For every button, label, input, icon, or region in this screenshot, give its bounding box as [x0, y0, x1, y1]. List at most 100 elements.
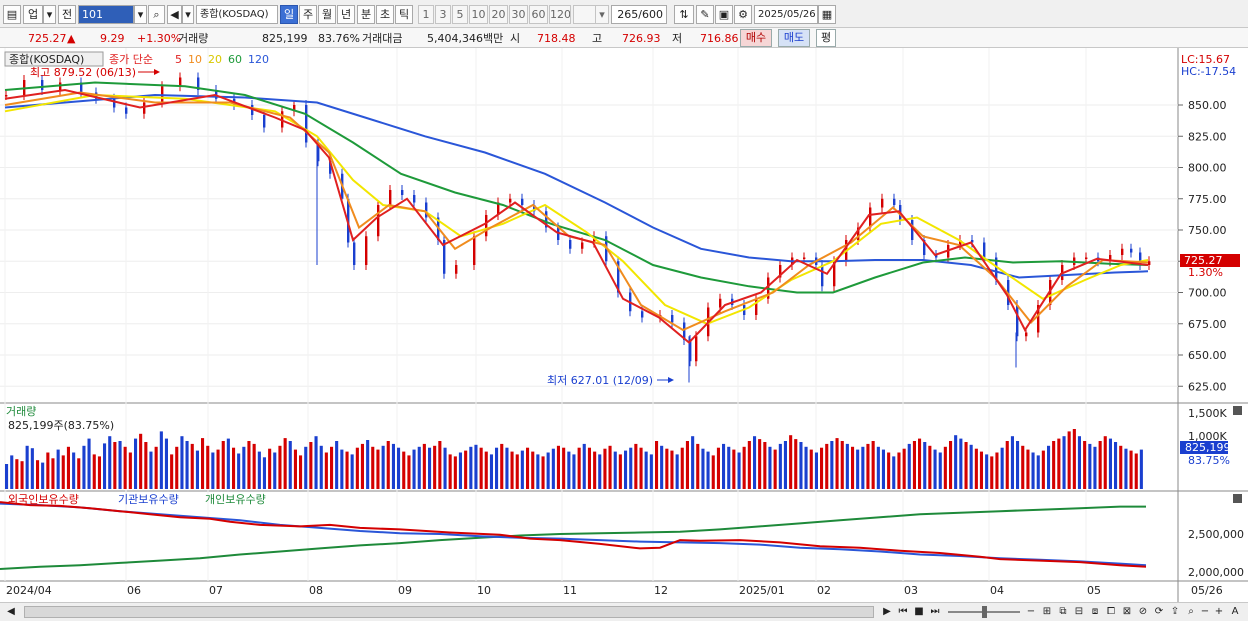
buy-button[interactable]: 매수	[740, 29, 772, 47]
date-field[interactable]: 2025/05/26	[754, 5, 818, 24]
volume-bar	[1062, 436, 1066, 489]
candle-body	[833, 261, 836, 287]
interval-20[interactable]: 20	[489, 5, 508, 24]
volume-bar	[330, 446, 334, 489]
code-input[interactable]: 101	[78, 5, 134, 24]
volume-tick-1000k: 1,000K	[1188, 430, 1227, 443]
open-value: 718.48	[537, 32, 576, 45]
volume-bar	[783, 441, 787, 489]
candle-body	[293, 105, 296, 112]
candle-body	[401, 190, 404, 195]
draw-tool-icon[interactable]: ✎	[696, 5, 714, 24]
scroll-left-icon[interactable]: ◀	[7, 606, 15, 617]
save-icon[interactable]: ▣	[715, 5, 733, 24]
y-tick-label-1: 825.00	[1188, 130, 1227, 143]
candle-body	[509, 198, 512, 203]
volume-bar	[902, 448, 906, 489]
interval-3[interactable]: 3	[435, 5, 451, 24]
volume-bar	[634, 443, 638, 489]
pattern-icon[interactable]: ⧠	[1107, 606, 1115, 617]
minus-icon[interactable]: −	[1200, 606, 1210, 617]
last-price-tag	[1180, 254, 1240, 267]
zoom-out-icon[interactable]: −	[1026, 606, 1036, 617]
ma5-label: 5	[175, 53, 182, 66]
period-minute-tab[interactable]: 분	[357, 5, 375, 24]
evaluate-button[interactable]: 평	[816, 29, 836, 47]
candle-body	[869, 207, 872, 228]
candle-body	[1016, 305, 1019, 337]
volume-bar	[660, 445, 664, 489]
volume-bar	[46, 452, 50, 489]
volume-bar	[923, 442, 927, 489]
scroll-thumb[interactable]	[24, 606, 874, 618]
candle-body	[377, 205, 380, 237]
period-tick-tab[interactable]: 틱	[395, 5, 413, 24]
grid-icon[interactable]: ⊞	[1042, 606, 1052, 617]
layout-icon[interactable]: ⧈	[1091, 606, 1099, 617]
zoom-slider-handle[interactable]	[982, 606, 987, 618]
interval-1[interactable]: 1	[418, 5, 434, 24]
volume-bar	[897, 452, 901, 489]
copy-icon[interactable]: ⧉	[1059, 606, 1067, 617]
speaker-icon[interactable]: ◀	[167, 5, 182, 24]
market-select[interactable]: 업	[23, 5, 43, 24]
market-dropdown-icon[interactable]: ▾	[43, 5, 56, 24]
interval-dropdown-icon[interactable]: ▾	[595, 5, 609, 24]
period-month-tab[interactable]: 월	[318, 5, 336, 24]
refresh-icon[interactable]: ⟳	[1154, 606, 1164, 617]
volume-panel-close-icon[interactable]	[1233, 406, 1242, 415]
first-page-icon[interactable]: ⏮	[898, 606, 908, 617]
volume-bar	[288, 441, 292, 489]
interval-120[interactable]: 120	[549, 5, 571, 24]
interval-5[interactable]: 5	[452, 5, 468, 24]
volume-bar	[871, 441, 875, 489]
volume-bar	[763, 442, 767, 489]
menu-icon[interactable]: ▤	[3, 5, 21, 24]
prev-button[interactable]: 전	[58, 5, 76, 24]
volume-bar	[113, 442, 117, 489]
calendar-icon[interactable]: ▦	[818, 5, 836, 24]
compare-icon[interactable]: ⊠	[1122, 606, 1132, 617]
volume-bar	[10, 455, 14, 489]
period-week-tab[interactable]: 주	[299, 5, 317, 24]
candle-body	[365, 236, 368, 265]
candle-body	[959, 240, 962, 245]
series-label-box[interactable]	[4, 51, 104, 67]
volume-bar	[866, 443, 870, 489]
search-icon[interactable]: ⌕	[148, 5, 165, 24]
period-day-tab[interactable]: 일	[280, 5, 298, 24]
x-tick-label-6: 11	[563, 584, 577, 597]
link-icon[interactable]: ⊘	[1138, 606, 1148, 617]
speaker-dropdown-icon[interactable]: ▾	[182, 5, 194, 24]
y-tick-label-9: 625.00	[1188, 380, 1227, 393]
holding-panel-close-icon[interactable]	[1233, 494, 1242, 503]
scroll-right-icon[interactable]: ▶	[883, 606, 891, 617]
count-field[interactable]: 265/600	[611, 5, 667, 24]
interval-10[interactable]: 10	[469, 5, 488, 24]
code-dropdown-icon[interactable]: ▾	[134, 5, 147, 24]
interval-30[interactable]: 30	[509, 5, 528, 24]
x-tick-label-3: 08	[309, 584, 323, 597]
search-zoom-icon[interactable]: ⌕	[1188, 606, 1194, 617]
volume-bar	[887, 452, 891, 489]
last-page-icon[interactable]: ⏭	[930, 606, 940, 617]
export-icon[interactable]: ⇪	[1170, 606, 1180, 617]
volume-bar	[639, 447, 643, 489]
volume-bar	[629, 447, 633, 489]
volume-bar	[82, 445, 86, 489]
stop-icon[interactable]: ■	[914, 606, 924, 617]
candle-body	[641, 311, 644, 318]
volume-tag-text: 825,199	[1185, 441, 1231, 454]
period-second-tab[interactable]: 초	[376, 5, 394, 24]
chart-area[interactable]: 850.00825.00800.00775.00750.00725.00700.…	[0, 48, 1248, 602]
plus-icon[interactable]: +	[1214, 606, 1224, 617]
period-year-tab[interactable]: 년	[337, 5, 355, 24]
volume-bar	[856, 449, 860, 489]
settings-gear-icon[interactable]: ⚙	[734, 5, 752, 24]
scroll-bar[interactable]: ◀ ▶ ⏮ ■ ⏭ − ⊞ ⧉ ⊟ ⧈ ⧠ ⊠ ⊘ ⟳ ⇪ ⌕ − + A	[0, 602, 1248, 621]
axis-scale-icon[interactable]: A	[1231, 606, 1239, 617]
sell-button[interactable]: 매도	[778, 29, 810, 47]
split-icon[interactable]: ⊟	[1074, 606, 1084, 617]
interval-60[interactable]: 60	[529, 5, 548, 24]
indicator-icon[interactable]: ⇅	[674, 5, 694, 24]
